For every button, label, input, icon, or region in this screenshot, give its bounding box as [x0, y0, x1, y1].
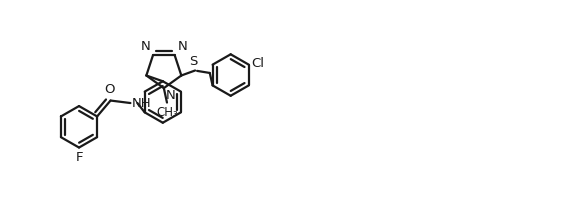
Text: F: F	[75, 151, 83, 165]
Text: CH₃: CH₃	[156, 105, 178, 119]
Text: O: O	[104, 83, 115, 96]
Text: N: N	[177, 40, 187, 53]
Text: S: S	[189, 55, 197, 68]
Text: NH: NH	[131, 97, 151, 109]
Text: N: N	[166, 89, 176, 102]
Text: N: N	[140, 40, 150, 53]
Text: Cl: Cl	[251, 57, 264, 70]
